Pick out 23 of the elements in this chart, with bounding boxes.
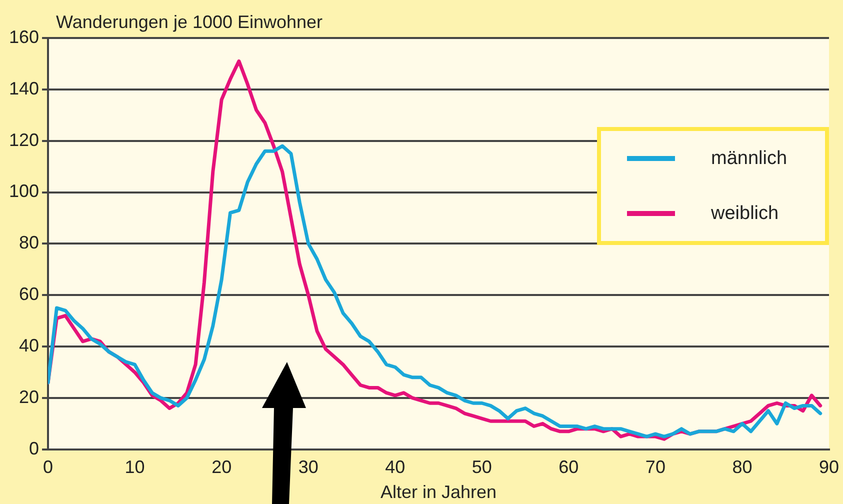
x-tick-label: 0 (43, 457, 54, 478)
y-tick-label: 140 (8, 78, 40, 98)
x-tick-label: 40 (385, 457, 406, 478)
x-tick-label: 10 (124, 457, 145, 478)
y-tick-label: 160 (8, 26, 40, 47)
x-tick-label: 80 (732, 457, 752, 478)
x-tick-label: 50 (472, 457, 492, 478)
x-tick-label: 60 (558, 457, 579, 478)
legend-label: männlich (711, 148, 788, 170)
y-tick-label: 40 (19, 336, 40, 356)
x-tick-label: 30 (298, 457, 318, 478)
y-tick-label: 80 (19, 232, 40, 253)
y-tick-label: 100 (8, 181, 40, 202)
legend-label: weiblich (711, 202, 779, 224)
x-tick-label: 20 (212, 457, 232, 478)
x-axis-title: Alter in Jahren (380, 482, 497, 502)
y-axis-title: Wanderungen je 1000 Einwohner (56, 12, 323, 32)
y-tick-label: 20 (19, 386, 40, 407)
y-tick-label: 120 (8, 130, 40, 150)
y-tick-label: 60 (19, 284, 40, 304)
x-tick-label: 70 (645, 457, 666, 478)
x-tick-label: 90 (818, 457, 840, 478)
y-tick-label: 0 (29, 438, 40, 458)
